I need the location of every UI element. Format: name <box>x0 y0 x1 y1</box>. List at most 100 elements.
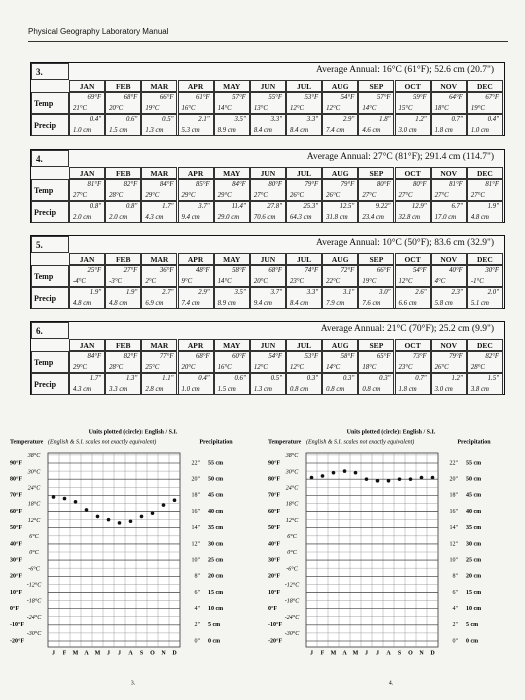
month-header: JUL <box>286 339 323 351</box>
climate-table: 6. Average Annual: 21°C (70°F); 25.2 cm (… <box>30 321 505 395</box>
precip-cm-label: 45 cm <box>466 493 481 499</box>
precip-cm-label: 10 cm <box>466 606 481 612</box>
month-header: DEC <box>466 167 503 179</box>
temp-cell: 81°F 27°C <box>466 179 503 201</box>
precip-cell: 2.6" 6.6 cm <box>394 287 431 309</box>
temp-f-label: 10°F <box>268 589 280 596</box>
precip-in: 3.1" <box>342 289 355 296</box>
temp-f: 66°F <box>159 94 174 101</box>
precip-cm: 4.3 cm <box>145 214 164 221</box>
temp-f: 84°F <box>87 353 102 360</box>
temp-c: 14°C <box>362 105 377 112</box>
month-label: J <box>118 650 121 656</box>
precip-cm: 17.0 cm <box>434 214 457 221</box>
month-label: A <box>386 650 391 656</box>
climate-table: 5. Average Annual: 10°C (50°F); 83.6 cm (… <box>30 235 505 309</box>
precip-cell: 0.4" 1.0 cm <box>69 114 106 136</box>
precip-cm-label: 15 cm <box>466 590 481 596</box>
precip-in-label: 4" <box>195 606 201 612</box>
temp-f: 72°F <box>340 267 355 274</box>
climate-table: 4. Average Annual: 27°C (81°F); 291.4 cm … <box>30 149 505 223</box>
precip-cell: 2.9" 7.4 cm <box>322 114 359 136</box>
month-header: MAR <box>141 253 178 265</box>
temp-cell: 59°F 15°C <box>394 92 431 114</box>
temp-cell: 69°F 21°C <box>69 92 106 114</box>
precip-cm: 6.6 cm <box>398 300 417 307</box>
temp-c-label: -24°C <box>27 614 42 621</box>
precip-cm: 2.0 cm <box>109 214 128 221</box>
temp-f: 68°F <box>268 267 282 274</box>
precip-cm: 3.8 cm <box>470 386 489 393</box>
temp-f: 54°F <box>268 353 282 360</box>
precip-cell: 0.5" 1.3 cm <box>249 373 286 395</box>
precip-cell: 2.1" 5.3 cm <box>177 114 214 136</box>
temp-c: 12°C <box>290 364 305 371</box>
temp-point <box>331 470 336 475</box>
precip-cell: 3.0" 7.6 cm <box>358 287 395 309</box>
temp-c-label: 38°C <box>27 452 41 459</box>
precip-in: 1.5" <box>487 375 499 382</box>
precip-cm: 0.8 cm <box>326 386 345 393</box>
temp-c: 27°C <box>434 192 449 199</box>
temp-f-label: 90°F <box>268 459 280 466</box>
temp-c: -3°C <box>109 278 123 285</box>
precip-in: 0.3" <box>342 375 355 382</box>
temp-f-label: 0°F <box>10 605 19 612</box>
month-label: M <box>73 650 79 656</box>
temp-c: 28°C <box>109 192 124 199</box>
precip-in-label: 12" <box>192 541 201 547</box>
month-header: NOV <box>430 167 467 179</box>
precip-cm: 0.8 cm <box>362 386 381 393</box>
precip-cell: 1.1" 2.8 cm <box>141 373 178 395</box>
precip-cm-label: 0 cm <box>208 638 220 644</box>
precip-cm: 5.1 cm <box>470 300 489 307</box>
row-label: Precip <box>31 373 69 395</box>
precip-cm: 1.3 cm <box>145 127 164 134</box>
temp-cell: 79°F 26°C <box>286 179 323 201</box>
precip-cell: 1.2" 3.0 cm <box>394 114 431 136</box>
precip-cm-label: 40 cm <box>466 509 481 515</box>
precip-in: 1.8" <box>379 116 391 123</box>
temp-c-label: -18°C <box>27 598 42 605</box>
temp-f-label: 50°F <box>268 524 280 531</box>
temp-cell: 55°F 13°C <box>249 92 286 114</box>
month-header: MAY <box>213 167 250 179</box>
precip-in: 0.3" <box>306 375 319 382</box>
temp-c-label: 6°C <box>287 533 297 540</box>
temp-cell: 68°F 20°C <box>105 92 142 114</box>
table-number: 5. <box>31 236 69 253</box>
precip-cm-label: 35 cm <box>208 525 223 531</box>
month-label: A <box>84 650 89 656</box>
precip-cell: 3.5" 8.9 cm <box>213 114 250 136</box>
temp-point <box>342 469 347 473</box>
temp-cell: 85°F 29°C <box>177 179 214 201</box>
precip-in-label: 12" <box>450 541 459 547</box>
month-header: SEP <box>358 167 395 179</box>
temp-cell: 72°F 22°C <box>322 265 359 287</box>
precip-cm: 8.9 cm <box>217 127 236 134</box>
temp-f: 74°F <box>304 267 319 274</box>
month-label: O <box>408 650 413 656</box>
precip-in: 3.7" <box>198 203 210 210</box>
temp-cell: 65°F 18°C <box>358 351 395 373</box>
precip-cm: 3.3 cm <box>109 386 128 393</box>
precip-in: 0.5" <box>162 116 174 123</box>
precip-cm: 9.4 cm <box>253 300 272 307</box>
month-label: A <box>128 650 133 656</box>
precip-cm: 1.3 cm <box>253 386 272 393</box>
month-header: OCT <box>394 339 431 351</box>
precip-in-label: 18" <box>450 493 459 499</box>
precip-cm: 31.8 cm <box>326 214 348 221</box>
temp-f: 82°F <box>123 181 138 188</box>
temp-f-label: 0°F <box>268 605 277 612</box>
precip-in: 1.9" <box>89 289 102 296</box>
annual-summary: Average Annual: 27°C (81°F); 291.4 cm (1… <box>306 152 494 162</box>
temp-f: 65°F <box>376 353 391 360</box>
precip-cell: 1.3" 3.3 cm <box>105 373 142 395</box>
precip-in: 11.4" <box>231 203 246 210</box>
temp-c: 27°C <box>362 192 377 199</box>
units-title: Units plotted (circle): English / S.I. <box>89 428 178 435</box>
month-header: SEP <box>358 80 395 92</box>
month-header: AUG <box>322 339 359 351</box>
precip-cell: 0.6" 1.5 cm <box>213 373 250 395</box>
